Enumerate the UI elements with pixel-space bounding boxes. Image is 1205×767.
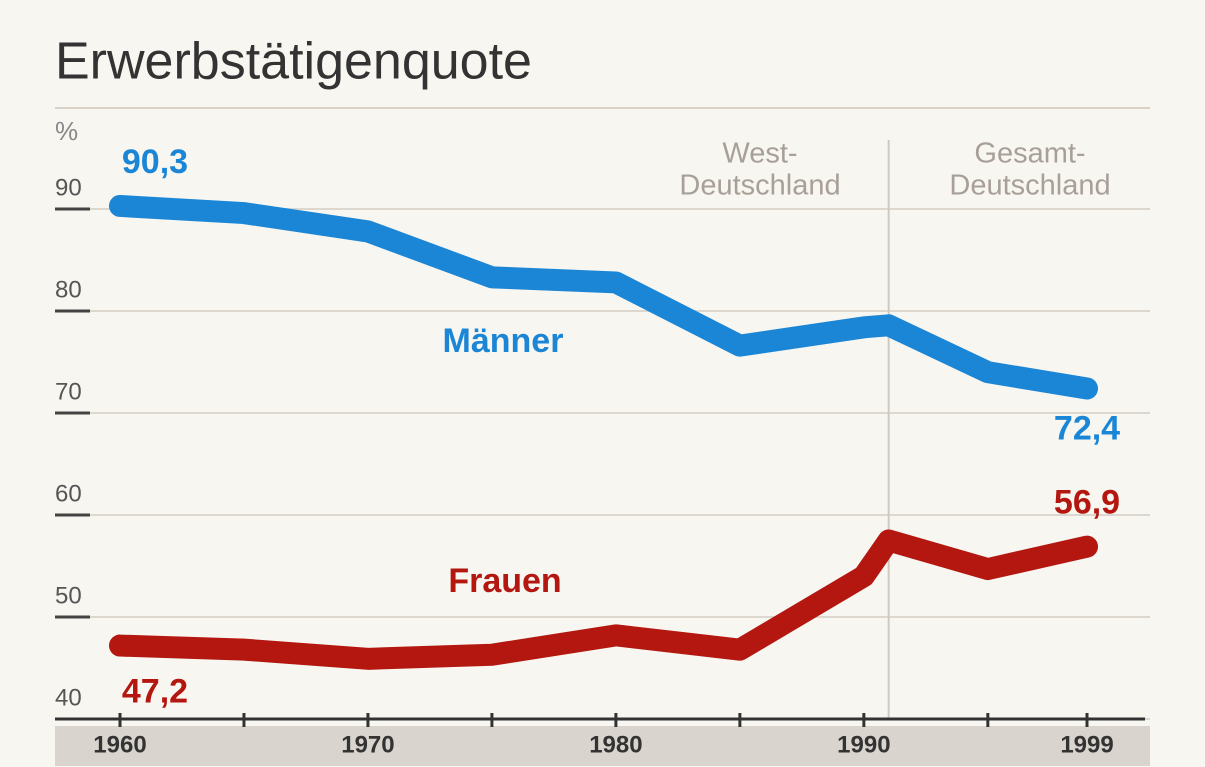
y-tick-label: 50 — [55, 582, 82, 609]
data-label: 90,3 — [122, 143, 188, 181]
chart-title: Erwerbstätigenquote — [55, 33, 532, 91]
y-tick-label: 70 — [55, 378, 82, 405]
annotation: West- — [722, 138, 797, 170]
x-tick-label: 1980 — [589, 731, 642, 758]
data-label: 72,4 — [1054, 410, 1120, 448]
data-label: 47,2 — [122, 673, 188, 711]
series-label: Frauen — [448, 562, 561, 600]
y-axis-label: % — [55, 116, 78, 146]
y-tick-label: 90 — [55, 174, 82, 201]
annotation: Deutschland — [949, 170, 1110, 202]
y-tick-label: 80 — [55, 276, 82, 303]
series-line — [108, 194, 1099, 400]
x-axis-band — [55, 726, 1150, 766]
series-label: Männer — [443, 322, 564, 360]
annotation: Deutschland — [679, 170, 840, 202]
data-label: 56,9 — [1054, 484, 1120, 522]
y-tick-label: 60 — [55, 480, 82, 507]
x-tick-label: 1990 — [837, 731, 890, 758]
annotation: Gesamt- — [974, 138, 1085, 170]
x-tick-label: 1970 — [341, 731, 394, 758]
x-tick-label: 1960 — [93, 731, 146, 758]
y-tick-label: 40 — [55, 684, 82, 711]
x-tick-label: 1999 — [1060, 731, 1113, 758]
series-line — [108, 529, 1099, 670]
